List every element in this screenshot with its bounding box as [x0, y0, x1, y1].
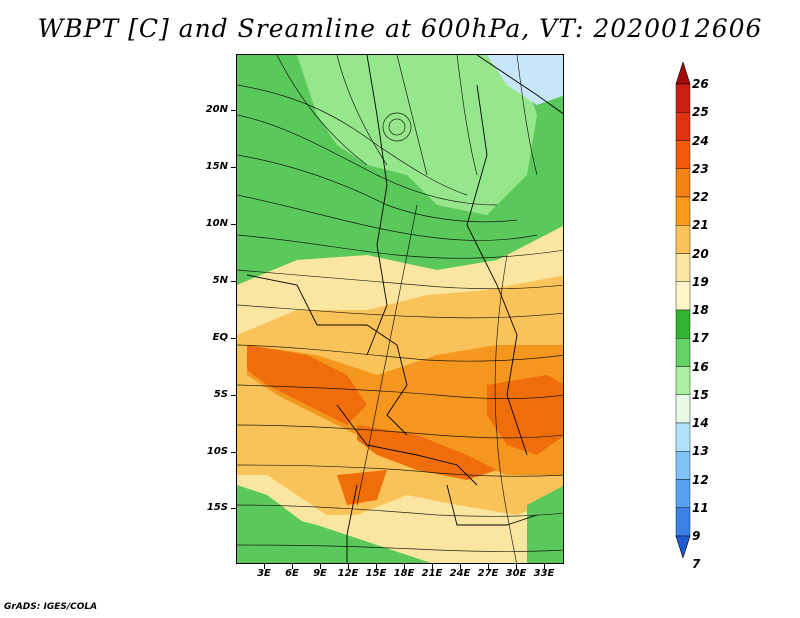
- colorbar-segment: [675, 168, 691, 198]
- colorbar-bottom-arrow: [675, 535, 691, 558]
- lon-tick: [404, 564, 405, 569]
- chart-title: WBPT [C] and Sreamline at 600hPa, VT: 20…: [37, 14, 763, 43]
- colorbar-segment: [675, 225, 691, 254]
- light-blue-ne: [487, 55, 563, 105]
- lon-label-30e: 30E: [505, 568, 527, 579]
- colorbar-top-arrow: [675, 62, 691, 85]
- lat-tick: [231, 110, 236, 111]
- lon-label-24e: 24E: [449, 568, 471, 579]
- green-southwest: [237, 485, 337, 563]
- colorbar-label: 17: [692, 331, 709, 346]
- colorbar-label: 20: [692, 246, 709, 261]
- colorbar-label: 19: [692, 274, 709, 289]
- deep-orange-east: [487, 375, 563, 455]
- colorbar-segment: [675, 281, 691, 311]
- lon-tick: [488, 564, 489, 569]
- country-borders: [246, 55, 563, 563]
- lon-tick: [376, 564, 377, 569]
- lat-label-10s: 10S: [206, 446, 228, 457]
- colorbar-segment: [675, 83, 691, 113]
- map-panel: [236, 54, 564, 564]
- colorbar-label: 13: [692, 444, 709, 459]
- colorbar-label: 7: [692, 557, 701, 572]
- lon-label-12e: 12E: [337, 568, 359, 579]
- streamlines: [237, 55, 563, 563]
- lat-label-15s: 15S: [206, 502, 228, 513]
- colorbar-segment: [675, 196, 691, 226]
- lat-label-5n: 5N: [212, 275, 228, 286]
- lat-label-5s: 5S: [213, 389, 228, 400]
- lon-label-15e: 15E: [365, 568, 387, 579]
- colorbar-label: 23: [692, 161, 709, 176]
- deep-orange-center: [357, 425, 497, 480]
- colorbar-label: 16: [692, 359, 709, 374]
- lat-label-20n: 20N: [205, 104, 228, 115]
- lon-tick: [320, 564, 321, 569]
- lon-label-9e: 9E: [313, 568, 327, 579]
- wbpt-field: [237, 55, 563, 563]
- colorbar-label: 24: [692, 133, 709, 148]
- colorbar-segment: [675, 394, 691, 424]
- lon-tick: [348, 564, 349, 569]
- colorbar-segment: [675, 479, 691, 508]
- colorbar-segment: [675, 140, 691, 169]
- lat-tick: [231, 508, 236, 509]
- colorbar-label: 12: [692, 472, 709, 487]
- lon-label-27e: 27E: [477, 568, 499, 579]
- lon-tick: [264, 564, 265, 569]
- lon-tick: [516, 564, 517, 569]
- colorbar-label: 26: [692, 77, 709, 91]
- lon-tick: [292, 564, 293, 569]
- colorbar-segment: [675, 253, 691, 282]
- colorbar-label: 18: [692, 303, 709, 317]
- lon-label-6e: 6E: [285, 568, 299, 579]
- lon-tick: [460, 564, 461, 569]
- lat-label-eq: EQ: [212, 332, 228, 343]
- colorbar-segment: [675, 422, 691, 452]
- lat-tick: [231, 338, 236, 339]
- colorbar-segment: [675, 309, 691, 339]
- colorbar-label: 14: [692, 416, 709, 430]
- lon-label-3e: 3E: [257, 568, 271, 579]
- colorbar-label: 21: [692, 218, 709, 233]
- colorbar-label: 25: [692, 105, 709, 120]
- credit-text: GrADS: IGES/COLA: [4, 602, 98, 612]
- lat-tick: [231, 224, 236, 225]
- colorbar-segment: [675, 338, 691, 367]
- lon-label-18e: 18E: [393, 568, 415, 579]
- lon-label-21e: 21E: [421, 568, 443, 579]
- lon-tick: [544, 564, 545, 569]
- colorbar-label: 9: [692, 529, 701, 543]
- colorbar-label: 11: [692, 500, 709, 515]
- colorbar-label: 22: [692, 190, 709, 204]
- lon-tick: [432, 564, 433, 569]
- deep-orange-south: [337, 470, 387, 505]
- colorbar-label: 15: [692, 387, 709, 402]
- colorbar-segment: [675, 507, 691, 537]
- colorbar-segment: [675, 366, 691, 395]
- colorbar-segment: [675, 112, 691, 141]
- green-south-east: [527, 486, 563, 563]
- colorbar: [675, 62, 691, 558]
- lat-tick: [231, 281, 236, 282]
- colorbar-segment: [675, 451, 691, 480]
- lat-tick: [231, 395, 236, 396]
- lat-label-10n: 10N: [205, 218, 228, 229]
- lon-label-33e: 33E: [533, 568, 555, 579]
- lat-label-15n: 15N: [205, 161, 228, 172]
- lat-tick: [231, 452, 236, 453]
- lat-tick: [231, 167, 236, 168]
